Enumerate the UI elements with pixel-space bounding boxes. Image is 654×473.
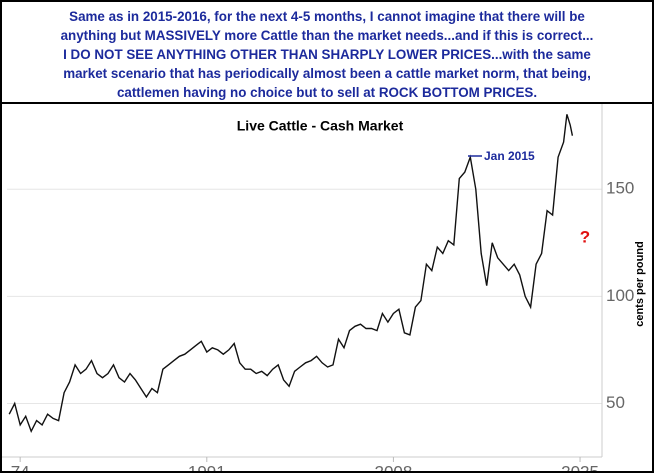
- x-tick-label: 1991: [188, 462, 226, 471]
- annotation: Jan 2015: [484, 149, 535, 163]
- y-tick-label: 100: [606, 286, 634, 305]
- annotation: ?: [580, 227, 590, 246]
- price-line: [8, 114, 574, 434]
- header-box: Same as in 2015-2016, for the next 4-5 m…: [2, 2, 652, 104]
- x-tick-label: 2025: [561, 462, 599, 471]
- y-axis-label: cents per pound: [634, 241, 646, 327]
- header-line: anything but MASSIVELY more Cattle than …: [60, 28, 594, 43]
- header-line: I DO NOT SEE ANYTHING OTHER THAN SHARPLY…: [63, 47, 591, 62]
- header-line: market scenario that has periodically al…: [63, 66, 591, 81]
- x-tick-label: 74: [11, 462, 30, 471]
- y-tick-label: 50: [606, 393, 625, 412]
- header-line: cattlemen having no choice but to sell a…: [116, 85, 538, 100]
- chart: 50 100 150 74 1991 2008 2025 Live Cattle - Cash…: [2, 104, 646, 471]
- y-tick-label: 150: [606, 179, 634, 198]
- header-line: Same as in 2015-2016, for the next 4-5 m…: [69, 9, 585, 24]
- x-tick-label: 2008: [375, 462, 413, 471]
- chart-title: Live Cattle - Cash Market: [237, 118, 404, 134]
